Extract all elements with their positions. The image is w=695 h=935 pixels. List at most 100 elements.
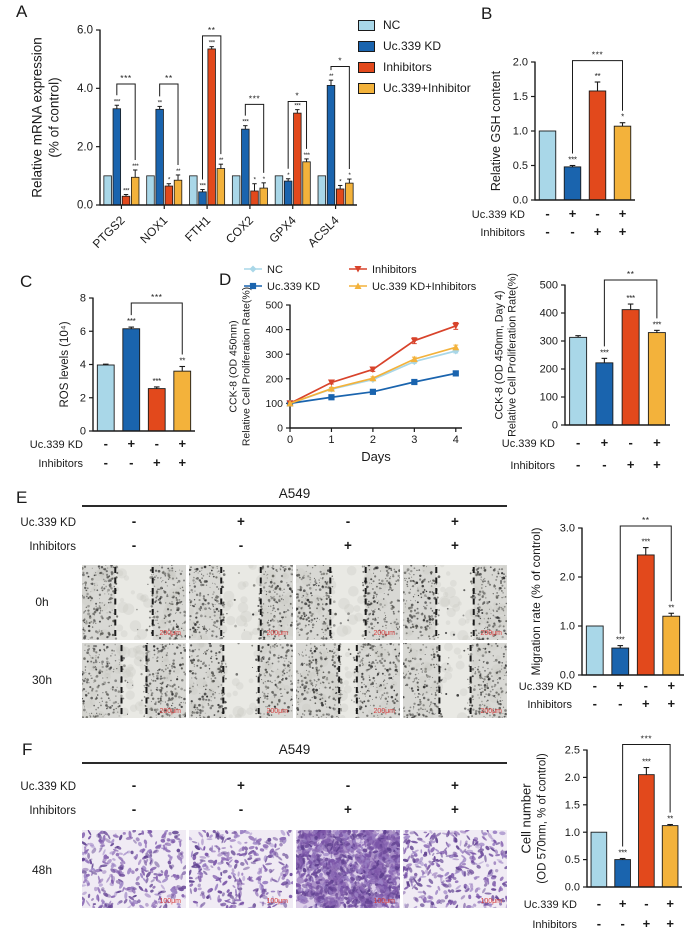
legend-label: NC	[383, 18, 401, 32]
svg-text:6.0: 6.0	[77, 25, 93, 37]
transwell-micrograph-svg: 100μm	[82, 830, 186, 908]
svg-text:-: -	[597, 896, 601, 911]
svg-text:-: -	[570, 224, 574, 239]
svg-text:+: +	[619, 896, 627, 911]
svg-text:-: -	[129, 455, 133, 470]
svg-text:*: *	[287, 172, 290, 179]
transwell-micrograph-svg: 100μm	[403, 830, 507, 908]
svg-text:Inhibitors: Inhibitors	[38, 458, 83, 470]
assay-f-rule	[82, 762, 507, 764]
assay-f-cond-value: -	[131, 802, 137, 817]
svg-text:Uc.339 KD: Uc.339 KD	[502, 438, 555, 450]
svg-text:*: *	[339, 178, 342, 185]
svg-text:400: 400	[265, 324, 283, 336]
assay-f-cond-value: +	[451, 802, 459, 817]
svg-text:**: **	[179, 356, 185, 365]
panel-a-legend: NC Uc.339 KD Inhibitors Uc.339+Inhibitor	[358, 18, 471, 95]
assay-e-row-label-30h: 30h	[31, 673, 53, 687]
svg-text:100μm: 100μm	[266, 898, 288, 905]
svg-text:Relative mRNA expression: Relative mRNA expression	[30, 37, 45, 198]
svg-text:*: *	[263, 176, 266, 183]
svg-text:-: -	[545, 224, 549, 239]
wound-image-0h-1: 200μm	[82, 565, 186, 640]
assay-f-title: A549	[278, 742, 311, 757]
svg-text:-: -	[620, 916, 624, 931]
wound-image-0h-3: 200μm	[296, 565, 400, 640]
svg-text:***: ***	[242, 119, 249, 126]
svg-text:+: +	[619, 206, 627, 221]
svg-text:0.0: 0.0	[560, 670, 575, 682]
legend-swatch	[358, 82, 375, 94]
panel-e-bar-chart: 0.0 1.0 2.0 3.0 Migration rate (% of control…	[519, 492, 692, 718]
panel-letter-e: E	[16, 488, 28, 507]
svg-text:-: -	[593, 696, 597, 711]
svg-text:2.5: 2.5	[565, 745, 580, 757]
svg-text:***: ***	[642, 538, 651, 547]
svg-text:200μm: 200μm	[159, 708, 181, 715]
svg-text:0.5: 0.5	[513, 160, 528, 172]
svg-text:*: *	[253, 177, 256, 184]
svg-text:-: -	[602, 457, 606, 472]
svg-text:0: 0	[552, 420, 558, 432]
panel-d-bar-chart: 0 100 200 300 400 500 CCK-8 (OD 450nm, Day 4) R…	[487, 252, 695, 495]
assay-f-cond-value: +	[237, 778, 245, 793]
svg-text:ACSL4: ACSL4	[305, 213, 342, 250]
svg-text:+: +	[667, 678, 675, 693]
svg-text:500: 500	[265, 300, 283, 312]
svg-text:***: ***	[199, 183, 206, 190]
svg-text:+: +	[653, 457, 661, 472]
svg-text:+: +	[666, 896, 674, 911]
legend-label: Uc.339+Inhibitor	[383, 81, 471, 95]
assay-e-cond-value: +	[451, 538, 459, 553]
assay-e-cond-value: -	[238, 538, 244, 553]
svg-text:200μm: 200μm	[266, 708, 288, 715]
wound-micrograph-svg: 200μm	[296, 565, 400, 640]
svg-text:4: 4	[80, 359, 86, 371]
svg-text:4.0: 4.0	[77, 83, 93, 95]
svg-text:***: ***	[249, 93, 261, 103]
wound-micrograph-svg: 200μm	[82, 643, 186, 718]
assay-e-rule	[82, 505, 507, 507]
svg-text:0.0: 0.0	[513, 195, 528, 207]
svg-text:200μm: 200μm	[373, 708, 395, 715]
svg-text:2.0: 2.0	[77, 141, 93, 153]
panel-letter-f: F	[22, 740, 33, 759]
svg-text:-: -	[104, 455, 108, 470]
svg-text:300: 300	[540, 336, 558, 348]
svg-text:***: ***	[114, 98, 121, 105]
legend-label: Uc.339 KD	[383, 39, 442, 53]
svg-text:0.5: 0.5	[565, 854, 580, 866]
svg-text:***: ***	[592, 50, 604, 60]
transwell-image-2: 100μm	[189, 830, 293, 908]
svg-text:1.5: 1.5	[565, 799, 580, 811]
svg-text:0: 0	[277, 423, 283, 435]
svg-text:8: 8	[80, 293, 86, 305]
svg-text:200μm: 200μm	[159, 630, 181, 637]
svg-text:Inhibitors: Inhibitors	[372, 264, 417, 276]
svg-text:GPX4: GPX4	[266, 213, 299, 246]
svg-text:-: -	[628, 435, 632, 450]
assay-e-title: A549	[278, 486, 311, 501]
wound-micrograph-svg: 200μm	[403, 643, 507, 718]
svg-text:***: ***	[653, 320, 662, 329]
assay-e-cond-label-uc339: Uc.339 KD	[20, 517, 76, 529]
svg-text:0: 0	[80, 426, 86, 438]
svg-text:*: *	[168, 177, 171, 184]
svg-text:200μm: 200μm	[266, 630, 288, 637]
assay-f-cond-value: -	[238, 802, 244, 817]
svg-text:200μm: 200μm	[480, 630, 502, 637]
svg-text:**: **	[329, 73, 334, 80]
svg-text:-: -	[644, 678, 648, 693]
wound-image-30h-1: 200μm	[82, 643, 186, 718]
svg-text:-: -	[155, 436, 159, 451]
svg-text:+: +	[653, 435, 661, 450]
svg-text:***: ***	[127, 317, 136, 326]
svg-text:500: 500	[540, 280, 558, 292]
chart-svg-d: 0 100 200 300 400 500 CCK-8 (OD 450nm) Relative…	[228, 264, 477, 464]
svg-text:+: +	[178, 455, 186, 470]
svg-text:**: **	[668, 603, 674, 612]
wound-micrograph-svg: 200μm	[296, 643, 400, 718]
assay-f-cond-value: -	[131, 778, 137, 793]
svg-text:100: 100	[265, 398, 283, 410]
